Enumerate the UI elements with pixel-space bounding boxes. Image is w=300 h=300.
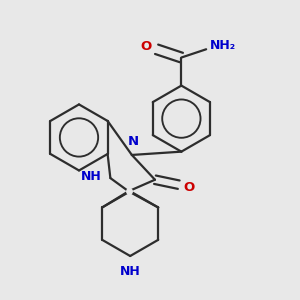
Text: NH₂: NH₂ [210,40,236,52]
Text: O: O [140,40,152,53]
Text: O: O [183,181,194,194]
Text: NH: NH [81,170,102,183]
Text: NH: NH [120,265,141,278]
Text: N: N [127,135,138,148]
